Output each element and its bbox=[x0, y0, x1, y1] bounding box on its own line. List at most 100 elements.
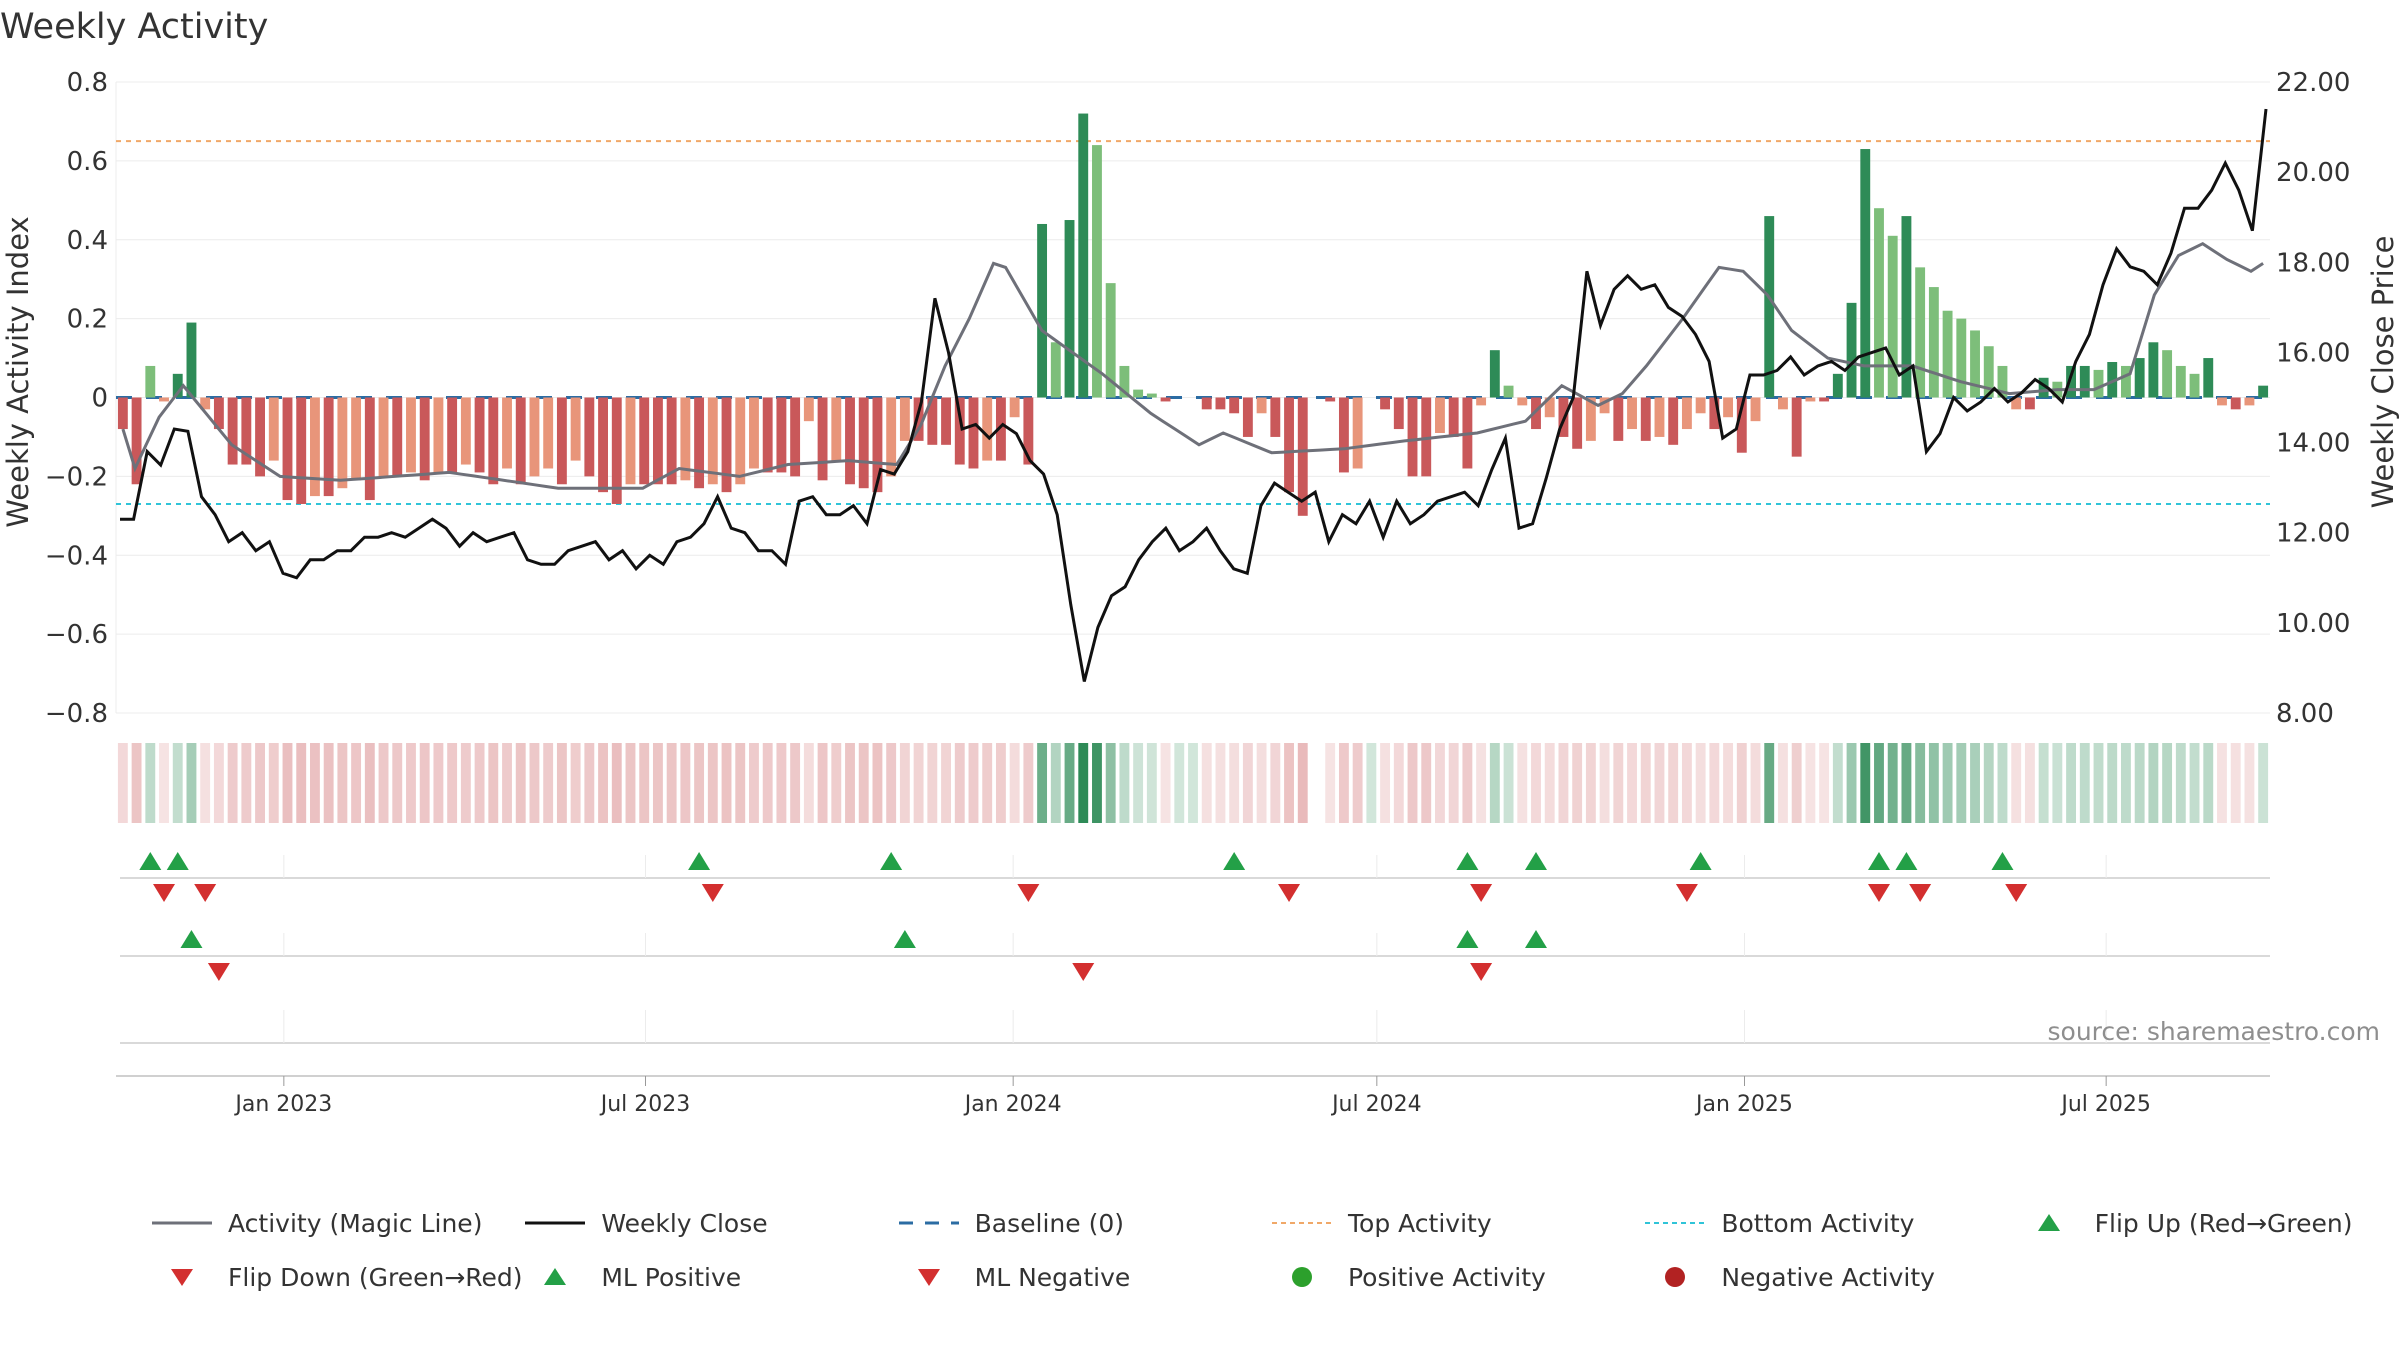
strip-cell bbox=[666, 743, 677, 823]
y-tick-right: 16.00 bbox=[2276, 338, 2350, 368]
activity-bar bbox=[1435, 397, 1445, 433]
activity-bar bbox=[1846, 302, 1857, 398]
strip-cell bbox=[1435, 743, 1445, 823]
strip-cell bbox=[1078, 743, 1089, 823]
y-tick-left: 0.6 bbox=[67, 147, 108, 177]
strip-cell bbox=[2258, 743, 2269, 823]
activity-bar bbox=[1778, 397, 1788, 410]
strip-cell bbox=[1860, 743, 1871, 823]
activity-bar bbox=[1407, 397, 1418, 477]
legend-label: Baseline (0) bbox=[974, 1208, 1125, 1238]
activity-bar bbox=[790, 397, 801, 477]
activity-bar bbox=[817, 397, 828, 481]
y-tick-left: 0.8 bbox=[67, 68, 108, 98]
activity-bar bbox=[652, 397, 663, 485]
strip-cell bbox=[1846, 743, 1857, 823]
activity-bar bbox=[543, 397, 554, 469]
strip-cell bbox=[1599, 743, 1610, 823]
ml-positive-marker bbox=[893, 930, 916, 948]
activity-bar bbox=[1585, 397, 1596, 441]
y-tick-left: 0 bbox=[91, 384, 108, 414]
legend-symbol-icon bbox=[2037, 1214, 2060, 1231]
activity-bar bbox=[1160, 397, 1171, 402]
strip-cell bbox=[323, 743, 334, 823]
activity-bar bbox=[474, 397, 485, 473]
activity-bar bbox=[2011, 397, 2022, 410]
activity-bar bbox=[502, 397, 512, 469]
strip-cell bbox=[1146, 743, 1157, 823]
activity-bar bbox=[1832, 373, 1843, 398]
activity-bar bbox=[186, 322, 197, 398]
activity-bar bbox=[1860, 149, 1871, 398]
y-tick-right: 18.00 bbox=[2276, 248, 2350, 278]
activity-bar bbox=[1064, 220, 1075, 398]
activity-bar bbox=[1037, 223, 1048, 398]
strip-cell bbox=[1517, 743, 1528, 823]
strip-cell bbox=[1915, 743, 1926, 823]
activity-bar bbox=[1942, 310, 1953, 398]
activity-bar bbox=[1819, 397, 1830, 402]
strip-cell bbox=[680, 743, 691, 823]
strip-cell bbox=[1613, 743, 1624, 823]
activity-bar bbox=[2107, 362, 2118, 398]
legend-symbol-icon bbox=[898, 1221, 959, 1225]
activity-bar bbox=[529, 397, 540, 477]
activity-bar bbox=[694, 397, 705, 489]
strip-cell bbox=[1695, 743, 1706, 823]
strip-cell bbox=[1229, 743, 1240, 823]
strip-cell bbox=[1421, 743, 1432, 823]
strip-cell bbox=[2230, 743, 2241, 823]
activity-bar bbox=[145, 365, 156, 398]
strip-cell bbox=[1448, 743, 1459, 823]
flip-up-marker bbox=[139, 852, 162, 870]
activity-bar bbox=[1599, 397, 1610, 414]
legend-symbol-icon bbox=[152, 1221, 212, 1225]
legend-label: Bottom Activity bbox=[1721, 1208, 1915, 1238]
activity-bar bbox=[1613, 397, 1624, 441]
activity-bar bbox=[1256, 397, 1267, 414]
legend-item: Activity (Magic Line) bbox=[150, 1200, 523, 1246]
legend-label: Positive Activity bbox=[1348, 1262, 1546, 1292]
strip-cell bbox=[2093, 743, 2104, 823]
activity-bar bbox=[1215, 397, 1226, 410]
activity-bar bbox=[858, 397, 869, 489]
strip-cell bbox=[255, 743, 265, 823]
strip-cell bbox=[447, 743, 458, 823]
activity-bar bbox=[131, 397, 142, 485]
activity-bar bbox=[2121, 365, 2131, 398]
legend-label: Flip Up (Red→Green) bbox=[2094, 1208, 2353, 1238]
strip-cell bbox=[1764, 743, 1775, 823]
activity-bar bbox=[872, 397, 883, 493]
strip-cell bbox=[186, 743, 197, 823]
magic-line bbox=[121, 241, 2264, 490]
strip-cell bbox=[1874, 743, 1884, 823]
strip-cell bbox=[2203, 743, 2214, 823]
date-tick-label: Jan 2025 bbox=[1694, 1092, 1793, 1117]
flip-up-marker bbox=[688, 852, 711, 870]
strip-cell bbox=[1352, 743, 1363, 823]
activity-bar bbox=[1009, 397, 1020, 418]
legend-item: ML Positive bbox=[523, 1254, 896, 1300]
series-lines bbox=[120, 108, 2268, 682]
activity-bar bbox=[831, 397, 842, 461]
strip-cell bbox=[845, 743, 855, 823]
strip-cell bbox=[707, 743, 718, 823]
ml-negative-marker bbox=[1072, 963, 1095, 981]
strip-cell bbox=[1407, 743, 1418, 823]
ml-negative-marker bbox=[1470, 963, 1493, 981]
strip-cell bbox=[817, 743, 828, 823]
strip-cell bbox=[639, 743, 650, 823]
date-tick-label: Jan 2023 bbox=[233, 1092, 332, 1117]
date-tick-label: Jul 2024 bbox=[1330, 1092, 1422, 1117]
activity-bar bbox=[1915, 267, 1926, 398]
strip-cell bbox=[1640, 743, 1651, 823]
activity-bar bbox=[323, 397, 334, 497]
activity-bar bbox=[2258, 385, 2269, 398]
strip-cell bbox=[652, 743, 663, 823]
activity-bar bbox=[2230, 397, 2241, 410]
activity-bar bbox=[159, 397, 169, 402]
activity-bar bbox=[2189, 373, 2200, 398]
strip-cell bbox=[2121, 743, 2131, 823]
activity-bar bbox=[309, 397, 320, 497]
y-tick-left: −0.4 bbox=[45, 541, 108, 571]
